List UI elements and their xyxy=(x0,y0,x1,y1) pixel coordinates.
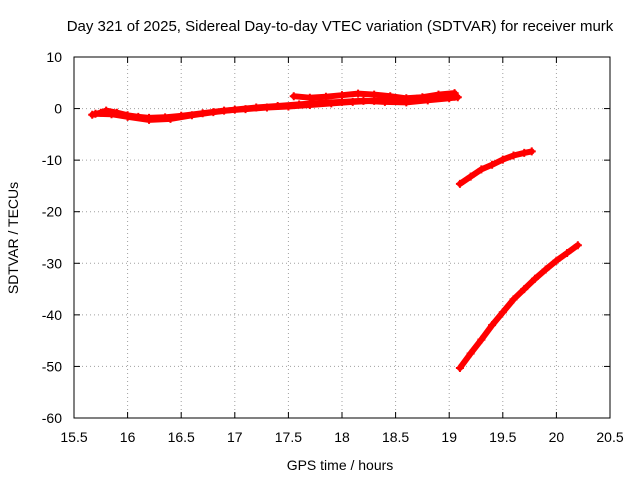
data-point xyxy=(509,295,518,304)
plot-frame xyxy=(73,56,611,419)
data-point xyxy=(380,97,389,106)
data-point xyxy=(541,265,550,274)
data-point xyxy=(252,103,261,112)
data-point xyxy=(453,93,462,102)
data-point xyxy=(488,160,497,169)
data-point xyxy=(450,89,459,98)
data-point xyxy=(466,349,475,358)
data-point xyxy=(230,105,239,114)
y-tick-label: -40 xyxy=(42,307,62,323)
y-tick-label: -20 xyxy=(42,204,62,220)
x-tick-label: 20.5 xyxy=(596,429,623,445)
data-point xyxy=(359,96,368,105)
data-point xyxy=(477,335,486,344)
x-tick-label: 19 xyxy=(441,429,457,445)
chart-title: Day 321 of 2025, Sidereal Day-to-day VTE… xyxy=(67,18,614,35)
data-point xyxy=(321,92,330,101)
x-tick-label: 19.5 xyxy=(489,429,516,445)
y-tick-label: -30 xyxy=(42,255,62,271)
x-tick-label: 18 xyxy=(334,429,350,445)
x-tick-label: 18.5 xyxy=(382,429,409,445)
data-point xyxy=(402,94,411,103)
data-point xyxy=(209,108,218,117)
x-axis-label: GPS time / hours xyxy=(287,457,394,473)
data-point xyxy=(123,112,132,121)
data-point xyxy=(107,110,116,119)
x-axis-ticks: 15.5 16 16.5 17 17.5 18 18.5 19 19.5 20 20.5 xyxy=(60,57,624,445)
data-point xyxy=(509,151,518,160)
data-point xyxy=(563,248,572,257)
data-point xyxy=(289,92,298,101)
x-tick-label: 15.5 xyxy=(60,429,87,445)
y-axis-label: SDTVAR / TECUs xyxy=(5,182,21,294)
grid-lines xyxy=(74,57,610,418)
data-point xyxy=(477,165,486,174)
data-point xyxy=(338,91,346,100)
data-point xyxy=(187,111,196,120)
data-point xyxy=(552,256,561,265)
data-point xyxy=(338,97,346,106)
data-point xyxy=(316,98,325,107)
data-point xyxy=(166,114,175,123)
data-point xyxy=(305,93,314,102)
data-point xyxy=(455,179,464,188)
data-point xyxy=(386,92,395,101)
x-tick-label: 17.5 xyxy=(275,429,302,445)
data-point xyxy=(488,321,497,330)
data-point xyxy=(370,90,379,99)
data-point xyxy=(466,172,475,181)
x-tick-label: 17 xyxy=(227,429,243,445)
data-point xyxy=(91,109,100,118)
y-tick-label: 0 xyxy=(54,101,62,117)
x-tick-label: 20 xyxy=(549,429,565,445)
y-tick-label: -10 xyxy=(42,152,62,168)
data-point xyxy=(530,274,539,283)
data-point xyxy=(520,285,529,294)
data-point xyxy=(434,90,443,99)
series-arc-4 xyxy=(456,242,581,371)
data-point xyxy=(145,115,154,124)
data-point xyxy=(418,93,427,102)
data-point xyxy=(527,147,536,156)
data-point xyxy=(498,155,507,164)
x-tick-label: 16 xyxy=(120,429,136,445)
plot-series xyxy=(88,89,582,372)
data-point xyxy=(354,89,363,98)
data-point xyxy=(520,148,529,157)
y-axis-ticks: 10 0 -10 -20 -30 -40 -50 -60 xyxy=(42,49,610,426)
y-tick-label: 10 xyxy=(46,49,62,65)
y-tick-label: -50 xyxy=(42,358,62,374)
data-point xyxy=(455,363,464,372)
x-tick-label: 16.5 xyxy=(168,429,195,445)
data-point xyxy=(498,308,507,317)
data-point xyxy=(273,101,282,110)
data-point xyxy=(573,241,582,250)
y-tick-label: -60 xyxy=(42,410,62,426)
data-point xyxy=(295,100,304,109)
